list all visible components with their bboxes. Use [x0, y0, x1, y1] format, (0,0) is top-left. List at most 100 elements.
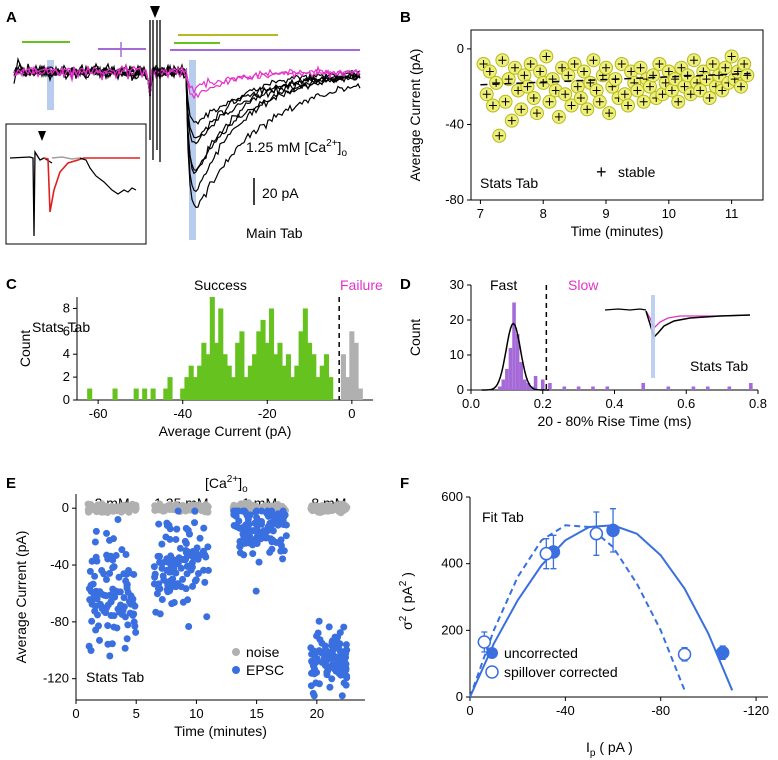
c-bar-failure	[345, 377, 351, 400]
e-epsc-point	[87, 588, 95, 596]
f-y-tick-label: 200	[441, 622, 463, 637]
e-epsc-point	[278, 511, 286, 519]
e-epsc-point	[89, 580, 97, 588]
e-epsc-point	[189, 582, 197, 590]
e-epsc-point	[96, 588, 104, 596]
e-epsc-point	[200, 566, 208, 574]
e-epsc-point	[336, 640, 344, 648]
c-y-tick-label: 0	[63, 392, 70, 407]
e-epsc-point	[194, 569, 202, 577]
b-point	[740, 60, 749, 68]
e-epsc-point	[112, 551, 120, 559]
b-point	[554, 112, 563, 121]
e-x-tick-label: 10	[189, 706, 203, 721]
e-x-tick-label: 0	[72, 706, 79, 721]
d-bar	[666, 386, 671, 390]
c-bar-success	[294, 365, 300, 400]
e-epsc-point	[340, 669, 348, 677]
success-label: Success	[194, 277, 247, 293]
e-x-tick-label: 5	[133, 706, 140, 721]
c-bar-success	[247, 365, 253, 400]
e-x-label: Time (minutes)	[174, 723, 267, 739]
b-point	[561, 90, 570, 99]
d-x-tick-label: 0.4	[605, 396, 623, 411]
e-epsc-point	[325, 623, 333, 631]
e-epsc-point	[170, 565, 178, 573]
e-epsc-point	[131, 622, 139, 630]
b-point	[689, 56, 698, 65]
e-epsc-point	[232, 512, 240, 520]
e-epsc-point	[181, 556, 189, 564]
e-epsc-point	[173, 525, 181, 533]
b-point	[504, 75, 513, 84]
b-point	[727, 52, 736, 61]
e-epsc-point	[116, 588, 124, 596]
e-epsc-point	[117, 601, 125, 609]
c-bar-success	[281, 365, 287, 400]
c-bar-success	[243, 377, 249, 400]
stats-tab-d: Stats Tab	[690, 358, 748, 374]
e-epsc-point	[342, 646, 350, 654]
inset-trace-gray	[51, 156, 81, 160]
b-point	[520, 71, 529, 80]
b-point	[583, 105, 592, 114]
e-epsc-point	[122, 577, 130, 585]
e-epsc-point	[115, 573, 123, 581]
plot-c: -60 -40 -20 0 0 2 4 6 8 Average Current (pA) Count	[17, 297, 373, 439]
b-x-tick-label: 7	[477, 206, 484, 221]
e-epsc-point	[110, 612, 118, 620]
e-noise-point	[318, 508, 326, 516]
b-point	[576, 94, 585, 102]
e-epsc-point	[125, 598, 133, 606]
e-epsc-point	[191, 519, 199, 527]
e-noise-point	[322, 503, 330, 511]
e-epsc-point	[87, 647, 95, 655]
e-epsc-point	[332, 654, 340, 662]
e-epsc-point	[174, 580, 182, 588]
b-point	[737, 82, 746, 91]
e-epsc-point	[269, 536, 277, 544]
e-epsc-point	[326, 683, 334, 691]
stats-tab-e: Stats Tab	[86, 669, 144, 685]
e-noise-point	[119, 505, 127, 513]
b-point	[501, 97, 510, 106]
b-point	[517, 105, 526, 114]
f-x-tick-label: -80	[651, 703, 670, 718]
e-epsc-point	[200, 524, 208, 532]
b-point	[658, 90, 667, 99]
e-epsc-point	[280, 547, 288, 555]
e-noise-point	[197, 506, 205, 514]
b-point	[617, 60, 626, 68]
legend-corrected-marker	[485, 665, 499, 679]
c-bar-success	[192, 377, 198, 400]
e-epsc-point	[233, 507, 241, 515]
f-fit-uncorrected	[469, 524, 734, 698]
c-y-tick-label: 2	[63, 369, 70, 384]
d-y-tick-label: 10	[450, 347, 464, 362]
b-y-tick-label: -80	[445, 192, 464, 207]
d-bar	[562, 386, 567, 390]
e-epsc-point	[174, 507, 182, 515]
e-epsc-point	[122, 551, 130, 559]
d-bar	[501, 379, 506, 390]
c-bar-success	[222, 354, 228, 400]
c-bar-success	[319, 365, 325, 400]
e-epsc-point	[114, 515, 122, 523]
e-epsc-point	[172, 535, 180, 543]
e-epsc-point	[192, 549, 200, 557]
e-epsc-point	[104, 640, 112, 648]
b-point	[708, 60, 717, 68]
e-epsc-point	[121, 644, 129, 652]
c-bar-success	[226, 365, 232, 400]
e-epsc-point	[241, 539, 249, 547]
b-point	[674, 97, 683, 106]
e-noise-point	[102, 504, 110, 512]
failure-label: Failure	[340, 277, 383, 293]
c-bar-success	[167, 377, 173, 400]
legend-epsc-label: EPSC	[246, 662, 284, 678]
b-point	[570, 60, 579, 68]
c-bar-success	[315, 377, 321, 400]
f-y-tick-label: 0	[456, 689, 463, 704]
e-noise-point	[336, 507, 344, 515]
